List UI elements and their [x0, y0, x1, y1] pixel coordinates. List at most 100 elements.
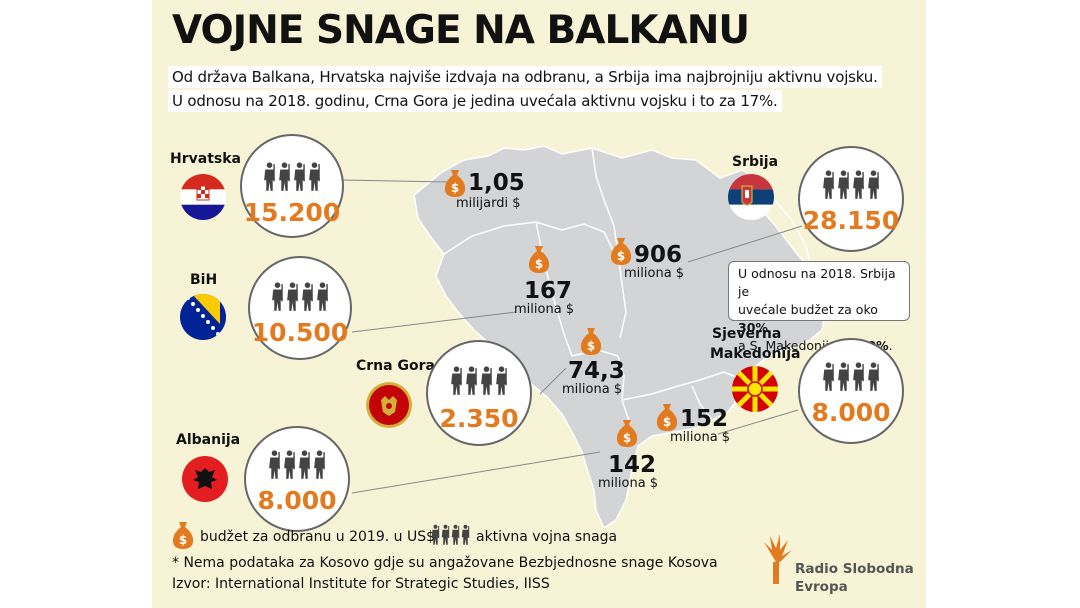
legend-budget-label: budžet za odbranu u 2019. u US$: [200, 529, 436, 545]
svg-text:$: $: [663, 415, 671, 429]
country-name-crna-gora: Crna Gora: [356, 358, 435, 374]
note-line-1: U odnosu na 2018. Srbija je: [738, 266, 896, 299]
money-bag-shape: $: [172, 522, 194, 549]
serbia-flag-icon: [728, 174, 774, 220]
country-name-srbija: Srbija: [732, 154, 779, 170]
money-bag-shape: $: [610, 238, 632, 265]
soldier-figure-icon: [868, 170, 879, 199]
north-macedonia-flag-icon: [732, 366, 778, 412]
soldier-figure-icon: [294, 162, 305, 191]
soldier-figure-icon: [264, 162, 275, 191]
logo-line-2: Evropa: [795, 579, 848, 595]
soldier-figure-icon: [838, 362, 849, 391]
budget-unit-bih: miliona $: [514, 302, 575, 317]
soldier-figure-icon: [853, 170, 864, 199]
army-value-hrvatska: 15.200: [243, 198, 341, 227]
soldier-figure-icon: [302, 282, 313, 311]
budget-unit-crna-gora: miliona $: [562, 382, 623, 397]
subtitle-line-1: Od država Balkana, Hrvatska najviše izdv…: [168, 66, 882, 88]
connector-lines: [341, 179, 803, 494]
svg-text:$: $: [451, 181, 459, 195]
subtitle-line-2: U odnosu na 2018. godinu, Crna Gora je j…: [168, 90, 782, 112]
albania-flag-icon: [182, 456, 228, 502]
soldier-figure-icon: [272, 282, 283, 311]
soldier-figure-icon: [451, 366, 462, 395]
money-bag-icon: $: [656, 402, 678, 436]
soldier-figure-icon: [838, 170, 849, 199]
note-box: U odnosu na 2018. Srbija je uvećale budž…: [728, 261, 910, 353]
bih-flag-icon: [180, 294, 226, 340]
army-value-makedonija: 8.000: [811, 398, 891, 427]
rfe-logo-text: Radio Slobodna Evropa: [795, 560, 914, 596]
army-circle-bih: 10.500: [248, 256, 352, 360]
soldiers-icon: [428, 366, 530, 396]
soldiers-icon: [800, 170, 902, 200]
footnote: * Nema podataka za Kosovo gdje su angažo…: [172, 555, 718, 571]
rfe-torch-logo-icon: [764, 534, 792, 584]
soldier-figure-icon: [431, 524, 439, 545]
svg-text:$: $: [587, 339, 595, 353]
money-bag-shape: $: [656, 404, 678, 431]
soldier-figure-icon: [299, 450, 310, 479]
money-bag-icon: $: [616, 418, 638, 452]
soldier-figure-icon: [269, 450, 280, 479]
budget-unit-makedonija: miliona $: [670, 430, 731, 445]
money-bag-icon: $: [444, 168, 466, 202]
soldier-figure-icon: [284, 450, 295, 479]
army-value-srbija: 28.150: [802, 206, 900, 235]
army-circle-hrvatska: 15.200: [240, 134, 344, 238]
connector-crna-gora: [539, 367, 567, 395]
connector-makedonija: [717, 409, 799, 435]
budget-value-makedonija: 152: [680, 406, 729, 432]
note-line-2: uvećale budžet za oko 30%,: [738, 302, 878, 335]
army-value-albanija: 8.000: [257, 486, 337, 515]
money-bag-shape: $: [444, 170, 466, 197]
money-bag-icon: $: [172, 520, 194, 554]
soldier-figure-icon: [481, 366, 492, 395]
army-circle-srbija: 28.150: [798, 146, 904, 252]
money-bag-shape: $: [528, 246, 550, 273]
money-bag-icon: $: [580, 326, 602, 360]
connector-hrvatska: [341, 179, 449, 183]
budget-unit-albanija: miliona $: [598, 476, 659, 491]
soldier-figure-icon: [279, 162, 290, 191]
country-name-albanija: Albanija: [176, 432, 241, 448]
soldiers-icon: [242, 162, 342, 192]
source-text: Izvor: International Institute for Strat…: [172, 576, 550, 592]
budget-unit-srbija: miliona $: [624, 266, 685, 281]
infographic-panel: VOJNE SNAGE NA BALKANU Od država Balkana…: [152, 0, 926, 608]
soldier-figure-icon: [317, 282, 328, 311]
montenegro-flag-icon: [366, 382, 412, 428]
money-bag-icon: $: [610, 236, 632, 270]
legend-soldiers-icon: [430, 524, 470, 552]
soldiers-icon: [800, 362, 902, 392]
budget-value-hrvatska: 1,05: [468, 170, 525, 196]
soldier-figure-icon: [496, 366, 507, 395]
army-circle-makedonija: 8.000: [798, 338, 904, 444]
army-circle-albanija: 8.000: [244, 426, 350, 532]
country-name-makedonija: Makedonija: [710, 346, 801, 362]
page-title: VOJNE SNAGE NA BALKANU: [172, 8, 750, 53]
soldier-figure-icon: [451, 524, 459, 545]
connector-srbija: [687, 225, 803, 263]
army-circle-crna-gora: 2.350: [426, 340, 532, 446]
connector-bih: [351, 311, 517, 333]
country-name-bih: BiH: [190, 272, 218, 288]
svg-text:$: $: [623, 431, 631, 445]
soldier-figure-icon: [441, 524, 449, 545]
country-name-hrvatska: Hrvatska: [170, 151, 241, 167]
budget-unit-hrvatska: milijardi $: [456, 196, 521, 211]
soldiers-icon: [246, 450, 348, 480]
soldier-figure-icon: [823, 362, 834, 391]
money-bag-shape: $: [580, 328, 602, 355]
army-value-bih: 10.500: [251, 318, 349, 347]
budget-value-albanija: 142: [608, 452, 657, 478]
soldier-figure-icon: [287, 282, 298, 311]
soldier-figure-icon: [461, 524, 469, 545]
legend-army-label: aktivna vojna snaga: [476, 529, 618, 545]
svg-text:$: $: [179, 533, 187, 547]
budget-value-srbija: 906: [634, 242, 683, 268]
budget-value-bih: 167: [524, 278, 573, 304]
soldier-figure-icon: [314, 450, 325, 479]
svg-text:$: $: [617, 249, 625, 263]
